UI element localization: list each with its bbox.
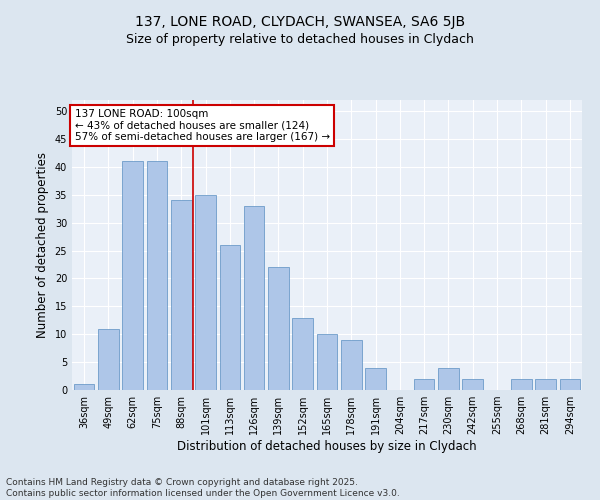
Bar — [341, 340, 362, 390]
Bar — [463, 379, 483, 390]
Y-axis label: Number of detached properties: Number of detached properties — [36, 152, 49, 338]
Text: 137 LONE ROAD: 100sqm
← 43% of detached houses are smaller (124)
57% of semi-det: 137 LONE ROAD: 100sqm ← 43% of detached … — [74, 108, 329, 142]
Bar — [438, 368, 459, 390]
Bar — [317, 334, 337, 390]
Bar — [146, 162, 167, 390]
Bar — [122, 162, 143, 390]
Text: Contains HM Land Registry data © Crown copyright and database right 2025.
Contai: Contains HM Land Registry data © Crown c… — [6, 478, 400, 498]
X-axis label: Distribution of detached houses by size in Clydach: Distribution of detached houses by size … — [177, 440, 477, 453]
Bar — [414, 379, 434, 390]
Bar — [268, 268, 289, 390]
Bar — [365, 368, 386, 390]
Bar — [74, 384, 94, 390]
Text: Size of property relative to detached houses in Clydach: Size of property relative to detached ho… — [126, 32, 474, 46]
Bar — [220, 245, 240, 390]
Bar — [195, 195, 216, 390]
Bar — [292, 318, 313, 390]
Bar — [511, 379, 532, 390]
Bar — [244, 206, 265, 390]
Bar — [98, 328, 119, 390]
Bar — [560, 379, 580, 390]
Bar — [535, 379, 556, 390]
Bar — [171, 200, 191, 390]
Text: 137, LONE ROAD, CLYDACH, SWANSEA, SA6 5JB: 137, LONE ROAD, CLYDACH, SWANSEA, SA6 5J… — [135, 15, 465, 29]
